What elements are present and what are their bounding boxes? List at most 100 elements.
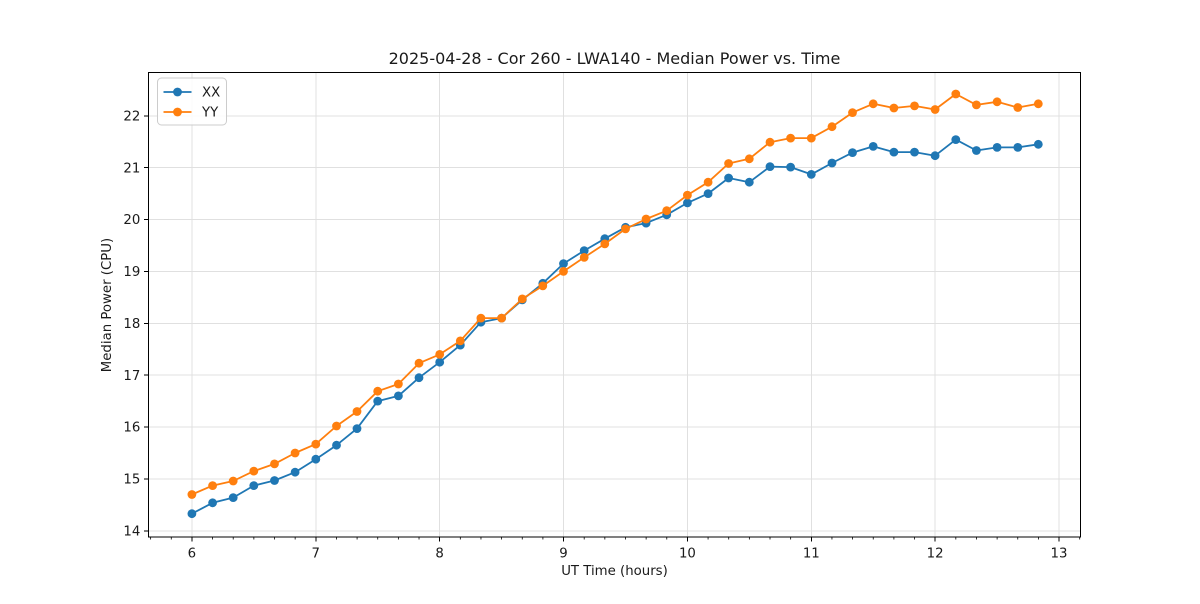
- data-point: [1033, 99, 1043, 109]
- data-point: [311, 454, 321, 464]
- x-axis-label: UT Time (hours): [561, 564, 668, 579]
- data-point: [662, 206, 672, 216]
- data-point: [703, 177, 713, 187]
- data-point: [435, 350, 445, 359]
- data-point: [435, 357, 445, 367]
- data-point: [703, 189, 713, 199]
- data-point: [951, 135, 961, 145]
- data-point: [641, 214, 651, 224]
- legend: XX YY: [157, 77, 227, 126]
- x-tick-label: 7: [312, 547, 320, 562]
- ticks-layer: 6 7 8 9 10 11 12 13 14 15 16 17 18 19 20 21 22: [123, 109, 1081, 562]
- data-point: [517, 294, 527, 304]
- data-point: [806, 133, 816, 143]
- data-point: [910, 147, 919, 157]
- y-tick-label: 14: [123, 524, 140, 539]
- data-point: [270, 459, 279, 469]
- data-point: [930, 105, 940, 114]
- y-tick-label: 19: [123, 265, 140, 280]
- data-point: [868, 99, 878, 109]
- series-layer: [187, 89, 1043, 519]
- series-xx: [187, 135, 1043, 519]
- plot-border: [147, 72, 1082, 538]
- x-tick-label: 8: [435, 547, 443, 562]
- data-point: [270, 476, 279, 485]
- data-point: [579, 253, 589, 262]
- x-tick-label: 6: [188, 547, 196, 562]
- data-point: [889, 103, 899, 113]
- data-point: [228, 493, 238, 502]
- data-point: [786, 162, 795, 172]
- data-point: [868, 142, 878, 151]
- legend-item-yy: YY: [163, 106, 219, 121]
- y-tick-label: 22: [123, 109, 140, 124]
- data-point: [786, 133, 795, 143]
- data-point: [600, 239, 610, 249]
- y-tick-label: 21: [123, 161, 140, 176]
- data-point: [930, 151, 940, 161]
- data-point: [806, 170, 816, 179]
- data-point: [455, 336, 465, 346]
- data-point: [579, 246, 589, 256]
- legend-item-xx: XX: [163, 86, 220, 101]
- legend-marker-icon-yy: [173, 107, 182, 117]
- data-point: [724, 159, 733, 168]
- data-point: [889, 147, 899, 157]
- data-point: [827, 122, 837, 132]
- series-yy: [187, 89, 1043, 499]
- legend-label-xx: XX: [202, 86, 220, 101]
- data-point: [621, 224, 630, 234]
- data-point: [187, 490, 197, 499]
- y-tick-label: 20: [123, 213, 140, 228]
- data-point: [352, 407, 362, 416]
- grid-layer: [148, 72, 1081, 537]
- x-tick-label: 12: [927, 547, 944, 562]
- x-tick-label: 9: [559, 547, 567, 562]
- data-point: [765, 162, 775, 172]
- data-point: [683, 198, 692, 208]
- data-point: [848, 108, 857, 117]
- data-point: [992, 97, 1002, 107]
- data-point: [414, 358, 424, 368]
- data-point: [724, 173, 733, 183]
- data-point: [559, 259, 568, 268]
- y-tick-label: 16: [123, 421, 140, 436]
- y-axis-label: Median Power (CPU): [100, 238, 115, 372]
- data-point: [290, 448, 300, 458]
- data-point: [290, 467, 300, 477]
- data-point: [414, 373, 424, 383]
- data-point: [352, 424, 362, 433]
- data-point: [332, 440, 341, 450]
- x-tick-label: 13: [1051, 547, 1068, 562]
- data-point: [972, 146, 981, 155]
- data-point: [249, 481, 259, 490]
- data-point: [559, 267, 568, 276]
- data-point: [208, 481, 218, 490]
- data-point: [394, 391, 403, 401]
- data-point: [1013, 103, 1023, 112]
- data-point: [538, 281, 548, 291]
- data-point: [1033, 139, 1043, 149]
- data-point: [848, 148, 857, 158]
- legend-label-yy: YY: [201, 106, 219, 121]
- data-point: [373, 396, 383, 406]
- data-point: [373, 386, 383, 396]
- y-tick-label: 17: [123, 369, 140, 384]
- data-point: [394, 379, 403, 389]
- data-point: [951, 89, 961, 99]
- data-point: [744, 177, 754, 187]
- data-point: [683, 190, 692, 200]
- data-point: [208, 498, 218, 508]
- data-point: [765, 137, 775, 147]
- y-tick-label: 18: [123, 317, 140, 332]
- data-point: [910, 101, 919, 111]
- data-point: [311, 439, 321, 449]
- data-point: [476, 313, 486, 323]
- data-point: [827, 158, 837, 168]
- data-point: [497, 313, 506, 323]
- data-point: [972, 100, 981, 110]
- data-point: [249, 466, 259, 476]
- data-point: [992, 143, 1002, 152]
- legend-marker-icon-xx: [173, 87, 182, 97]
